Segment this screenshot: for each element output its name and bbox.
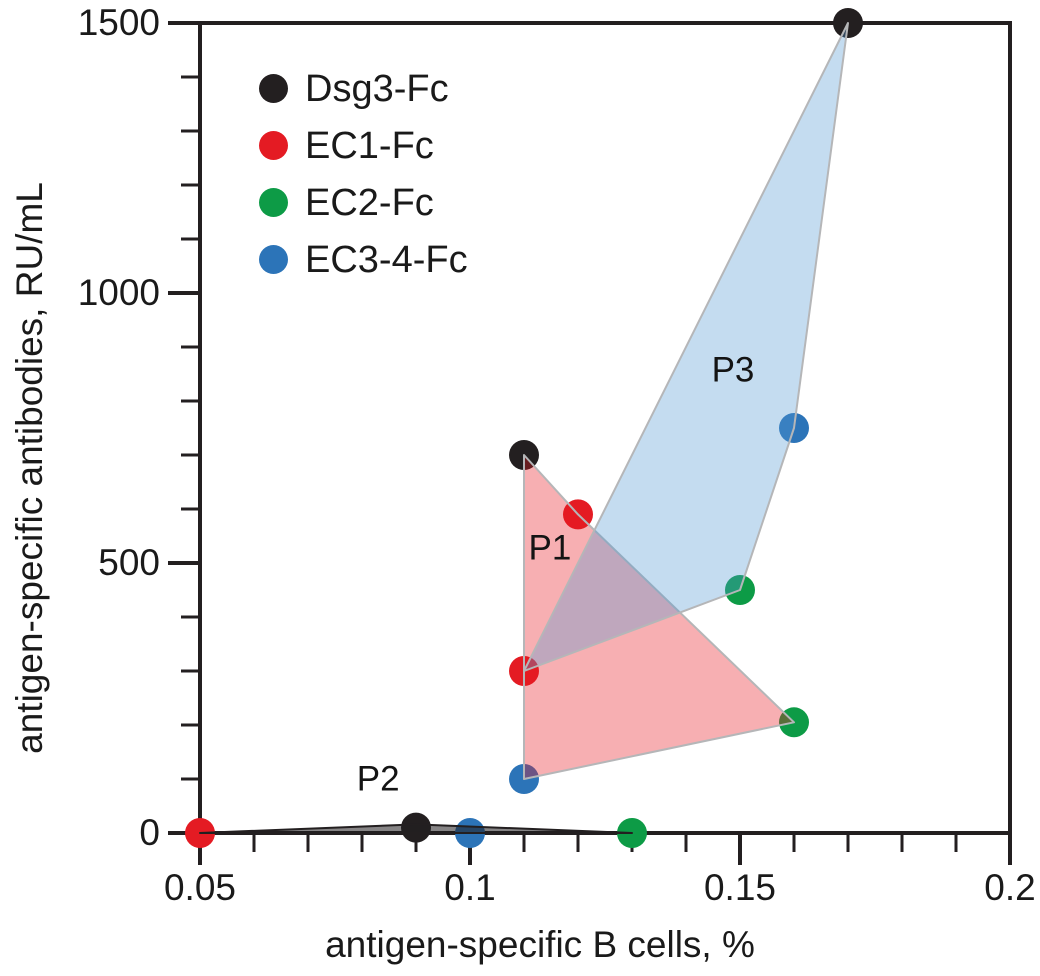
legend-entry-dsg3-fc: Dsg3-Fc	[259, 60, 468, 117]
group-label-p2: P2	[356, 759, 400, 799]
legend-marker-black-icon	[259, 74, 288, 103]
legend-label: EC3-4-Fc	[305, 238, 468, 281]
legend-entry-ec2-fc: EC2-Fc	[259, 174, 468, 231]
x-tick-label: 0.15	[703, 867, 776, 908]
group-label-p1: P1	[528, 528, 572, 568]
legend-marker-blue-icon	[259, 245, 288, 274]
legend-entry-ec3-4-fc: EC3-4-Fc	[259, 231, 468, 288]
x-axis-title: antigen-specific B cells, %	[325, 924, 755, 965]
x-tick-label: 0.1	[444, 867, 496, 908]
group-label-p3: P3	[711, 350, 755, 390]
x-tick-label: 0.05	[163, 867, 236, 908]
x-tick-label: 0.2	[984, 867, 1036, 908]
y-tick-label: 1000	[77, 272, 160, 313]
legend-marker-red-icon	[259, 131, 288, 160]
y-tick-label: 500	[98, 542, 160, 583]
group-polygon-p2	[199, 823, 633, 834]
legend-marker-green-icon	[259, 188, 288, 217]
y-axis-title: antigen-specific antibodies, RU/mL	[9, 182, 50, 754]
legend-entry-ec1-fc: EC1-Fc	[259, 117, 468, 174]
legend: Dsg3-Fc EC1-Fc EC2-Fc EC3-4-Fc	[259, 60, 468, 288]
group-polygon-p3	[523, 22, 849, 672]
legend-label: EC2-Fc	[305, 181, 434, 224]
legend-label: EC1-Fc	[305, 124, 434, 167]
y-tick-label: 1500	[77, 2, 160, 43]
y-tick-label: 0	[139, 812, 160, 853]
legend-label: Dsg3-Fc	[305, 67, 449, 110]
